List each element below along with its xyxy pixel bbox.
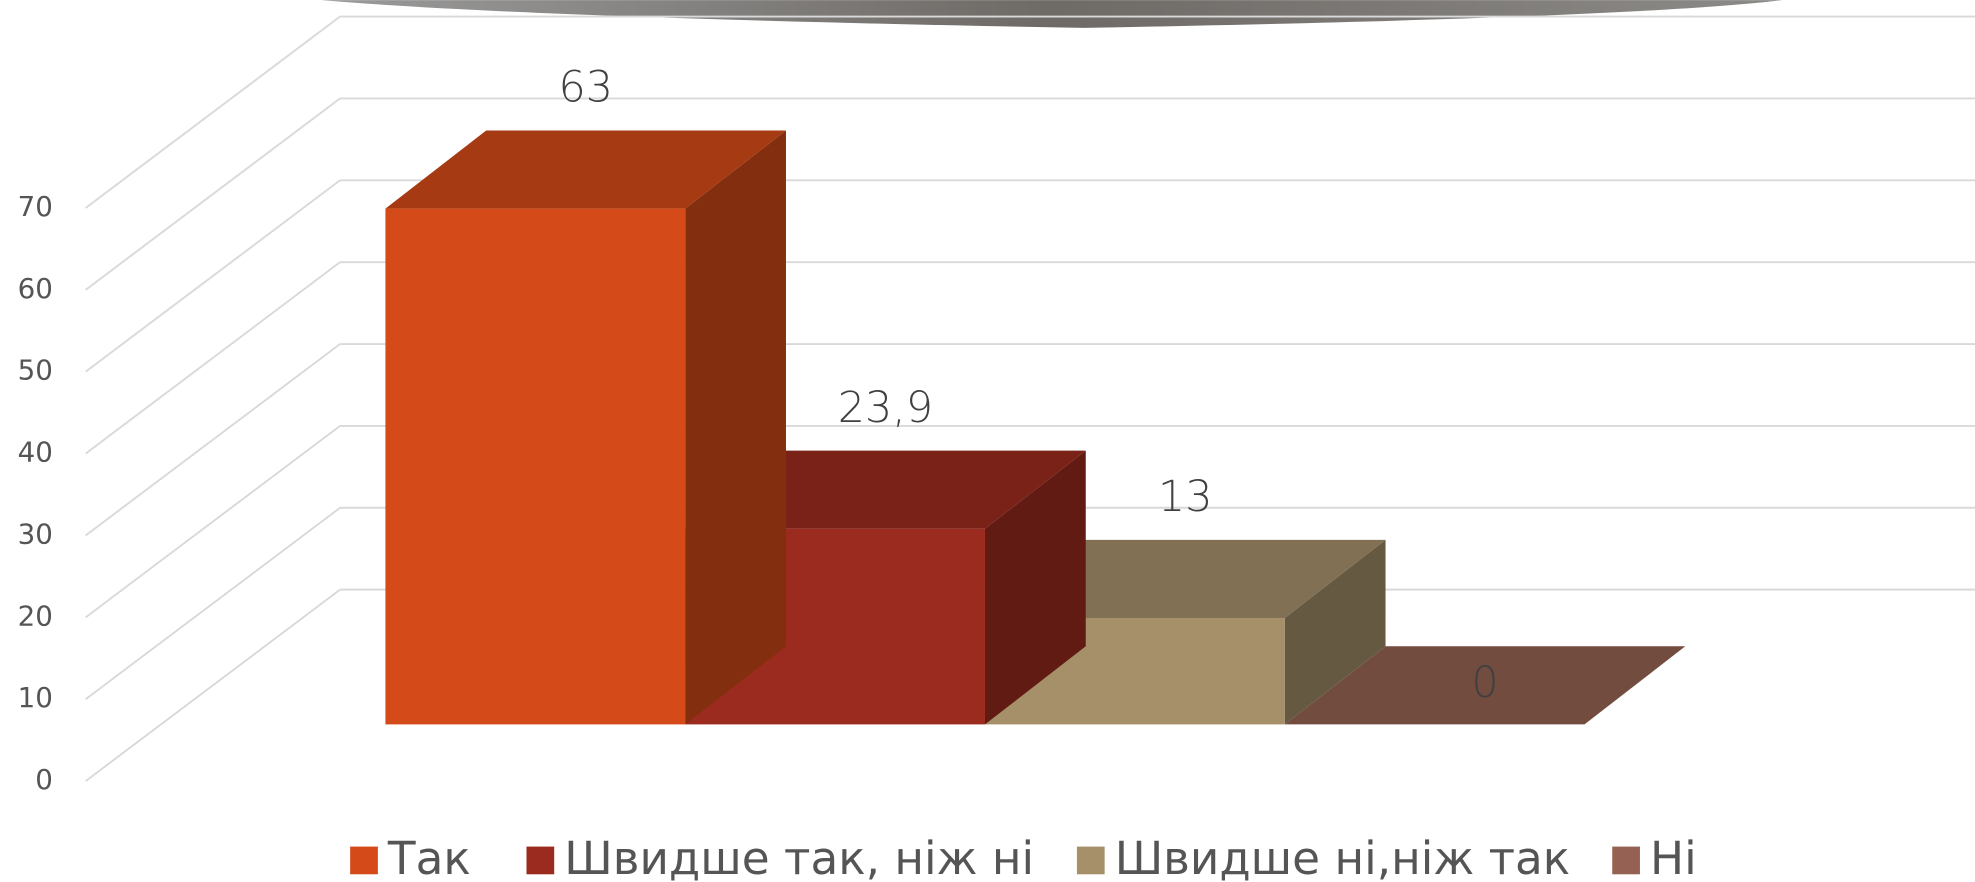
grid-diagonal [85, 343, 341, 537]
legend-swatch [526, 846, 555, 875]
grid-diagonal [85, 97, 341, 291]
labels: 0 13 23,9 63 [558, 63, 1498, 708]
grid-diagonal [85, 15, 341, 209]
y-tick-label: 30 [18, 517, 53, 550]
value-label: 63 [558, 63, 612, 113]
bar-side [984, 450, 1086, 725]
grid-diagonal [85, 179, 341, 373]
value-label: 0 [1471, 658, 1498, 708]
y-tick-label: 40 [18, 436, 53, 469]
y-tick-label: 20 [18, 599, 53, 632]
grid-diagonal [85, 425, 341, 619]
bar-top [385, 130, 786, 209]
legend-swatch [1076, 846, 1105, 875]
bar-side [685, 130, 786, 725]
grid-diagonal [85, 588, 341, 782]
legend-label: Швидше ні,ніж так [1115, 832, 1570, 882]
bar-side [1284, 539, 1386, 725]
legend: Так Швидше так, ніж ні Швидше ні,ніж так Ні [350, 832, 1697, 882]
grid-diagonal [85, 507, 341, 700]
legend-label: Ні [1650, 832, 1697, 882]
legend-label: Так [387, 832, 471, 882]
header-decoration [321, 0, 1783, 28]
bar-front [385, 208, 686, 725]
y-tick-label: 0 [35, 763, 53, 796]
y-tick-label: 60 [18, 272, 53, 305]
y-tick-label: 70 [18, 190, 53, 223]
y-tick-label: 10 [18, 681, 53, 714]
y-tick-label: 50 [18, 354, 53, 387]
legend-swatch [1612, 846, 1640, 875]
bars [385, 130, 1686, 725]
value-label: 13 [1158, 472, 1212, 522]
legend-label: Швидше так, ніж ні [564, 832, 1034, 882]
value-label: 23,9 [838, 383, 933, 433]
legend-swatch [350, 846, 378, 875]
grid-diagonal [85, 261, 341, 455]
bar-top [1284, 646, 1686, 725]
